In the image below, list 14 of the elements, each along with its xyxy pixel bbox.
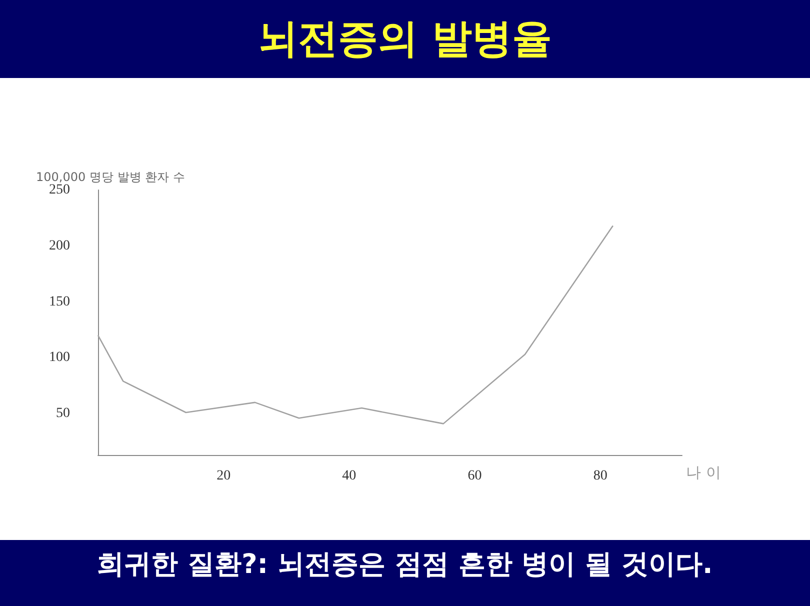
chart-title: 뇌전증의 발병율 [0,0,810,78]
line-series [97,225,614,424]
x-tick-label: 60 [468,468,482,484]
y-tick-label: 200 [49,238,70,254]
x-tick-label: 80 [593,468,608,484]
y-tick-label: 100 [49,350,70,366]
y-tick-label: 250 [49,182,70,198]
y-tick-label: 150 [49,294,70,310]
x-tick-label: 20 [216,468,231,484]
y-tick-label: 50 [56,406,70,422]
x-axis-title: 나 이 [686,464,721,482]
y-axis-title: 100,000 명당 발병 환자 수 [36,170,185,184]
x-tick-label: 40 [342,468,356,484]
text: 희귀한 질환?: 뇌전증은 점점 흔한 병이 될 것이다. [0,540,810,606]
